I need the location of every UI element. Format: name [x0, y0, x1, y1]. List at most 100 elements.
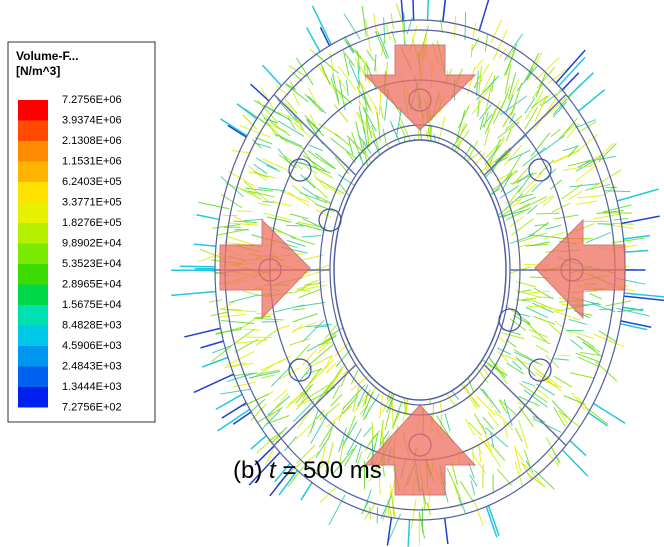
force-vector	[365, 108, 372, 138]
force-vector	[386, 24, 390, 41]
force-vector	[473, 153, 484, 168]
force-vector	[478, 100, 479, 117]
force-vector	[198, 202, 229, 208]
outer-vector	[570, 441, 586, 456]
force-vector	[238, 317, 258, 331]
force-vector	[275, 134, 303, 146]
force-vector	[288, 344, 310, 367]
force-vector	[278, 325, 291, 329]
outer-vector	[263, 65, 282, 86]
legend-label: 3.3771E+05	[62, 196, 122, 208]
force-vector	[329, 495, 345, 525]
force-vector	[367, 50, 374, 60]
force-vector	[211, 312, 228, 316]
force-vector	[296, 302, 325, 307]
force-vector	[411, 499, 416, 530]
force-vector	[392, 401, 393, 429]
outer-vector	[443, 0, 447, 22]
outer-vector	[237, 104, 257, 119]
outer-vector	[620, 324, 647, 330]
force-vector	[491, 20, 502, 43]
force-vector	[337, 76, 346, 91]
force-vector	[553, 150, 580, 163]
force-vector	[391, 491, 394, 518]
force-vector	[289, 339, 310, 346]
force-vector	[271, 122, 291, 136]
outer-vector	[251, 436, 267, 450]
force-vector	[514, 350, 543, 366]
force-vector	[220, 389, 250, 394]
legend-swatch	[18, 141, 48, 162]
force-vector	[366, 61, 367, 74]
force-vector	[563, 166, 591, 171]
force-vector	[229, 295, 259, 303]
sector-line	[484, 365, 566, 446]
force-vector	[571, 340, 583, 350]
outer-vector	[184, 328, 220, 337]
load-arrow	[535, 220, 625, 318]
outer-vector	[301, 482, 312, 500]
force-vector	[471, 44, 472, 57]
force-vector	[254, 318, 283, 320]
force-vector	[491, 444, 505, 460]
force-vector	[474, 501, 483, 526]
force-vector	[320, 487, 337, 503]
force-vector	[363, 394, 379, 420]
force-vector	[557, 355, 570, 356]
force-vector	[303, 155, 325, 170]
force-vector	[482, 389, 500, 413]
legend-units: [N/m^3]	[16, 64, 60, 78]
force-vector	[294, 93, 300, 106]
force-vector	[316, 53, 339, 73]
force-vector	[220, 309, 241, 310]
force-vector	[533, 316, 555, 324]
legend-swatch	[18, 121, 48, 142]
legend-label: 1.1531E+06	[62, 155, 122, 167]
force-vector	[593, 214, 619, 219]
force-vector	[217, 229, 248, 235]
force-vector	[334, 104, 348, 122]
force-vector	[489, 358, 505, 378]
force-vector	[474, 414, 486, 434]
force-vector	[532, 83, 543, 98]
force-vector	[594, 334, 624, 346]
force-vector	[590, 293, 602, 299]
outer-vector	[624, 250, 648, 252]
force-vector	[318, 124, 340, 138]
force-vector	[520, 197, 547, 210]
force-vector	[524, 390, 547, 407]
force-vector	[359, 107, 365, 134]
force-vector	[362, 502, 369, 514]
legend-swatch	[18, 100, 48, 121]
force-vector	[514, 352, 538, 363]
force-vector	[533, 419, 561, 433]
force-vector	[605, 301, 631, 306]
force-vector	[523, 464, 543, 486]
caption: (b) t = 500 ms	[233, 457, 382, 484]
force-vector	[292, 324, 303, 332]
force-vector	[303, 349, 317, 365]
legend-swatch	[18, 326, 48, 347]
force-vector	[523, 148, 546, 167]
figure: Volume-F... [N/m^3] (b) t = 500 ms 7.275…	[0, 0, 664, 547]
force-vector	[536, 213, 559, 214]
legend-label: 6.2403E+05	[62, 176, 122, 188]
legend-swatch	[18, 305, 48, 326]
force-vector	[272, 201, 292, 206]
force-vector	[534, 225, 547, 226]
legend-title: Volume-F...	[16, 49, 78, 63]
outer-vector	[621, 216, 659, 223]
outer-vector	[428, 0, 429, 20]
force-vector	[293, 401, 314, 422]
force-vector	[274, 393, 288, 409]
force-vector	[392, 411, 400, 429]
load-arrow	[365, 45, 475, 130]
force-vector	[570, 373, 594, 378]
legend-swatch	[18, 244, 48, 265]
force-vector	[569, 319, 587, 324]
force-vector	[514, 446, 524, 462]
force-vector	[544, 232, 565, 239]
force-vector	[331, 394, 342, 406]
force-vector	[536, 297, 553, 298]
force-vector	[233, 382, 256, 387]
